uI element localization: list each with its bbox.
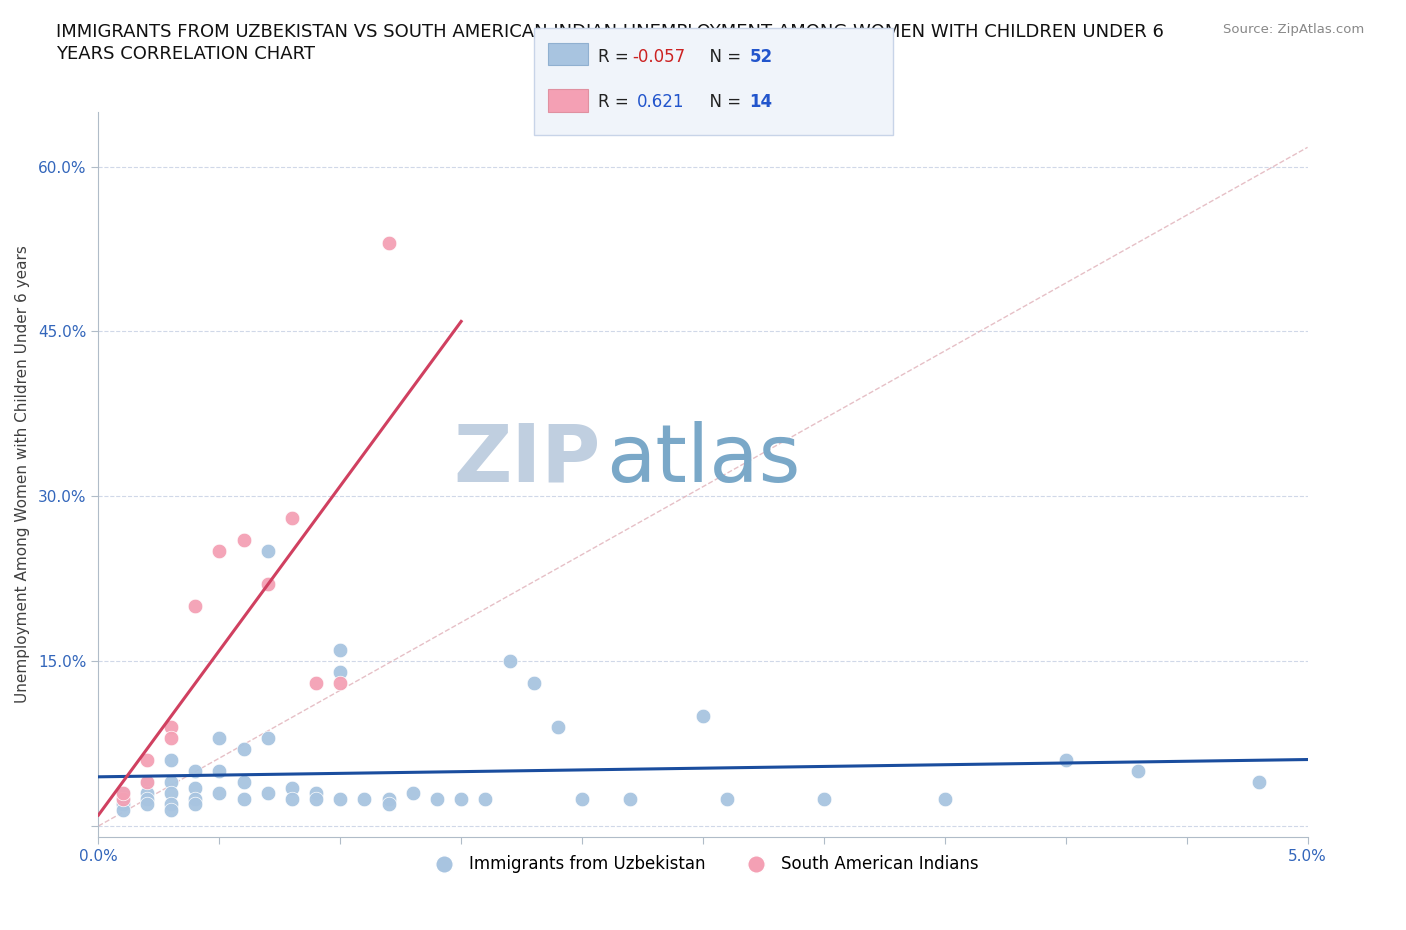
Point bbox=[160, 731, 183, 746]
Point bbox=[523, 676, 546, 691]
Point bbox=[111, 786, 134, 801]
Point bbox=[474, 791, 496, 806]
Point bbox=[450, 791, 472, 806]
Point bbox=[160, 802, 183, 817]
Text: -0.057: -0.057 bbox=[633, 48, 686, 66]
Point bbox=[184, 764, 207, 778]
Point bbox=[305, 676, 328, 691]
Point bbox=[111, 797, 134, 812]
Point bbox=[571, 791, 593, 806]
Point bbox=[426, 791, 449, 806]
Point bbox=[135, 775, 157, 790]
Point bbox=[1128, 764, 1150, 778]
Text: R =: R = bbox=[598, 48, 634, 66]
Point bbox=[813, 791, 835, 806]
Point bbox=[208, 764, 231, 778]
Point bbox=[305, 791, 328, 806]
Point bbox=[111, 791, 134, 806]
Point bbox=[135, 797, 157, 812]
Point bbox=[498, 654, 520, 669]
Point bbox=[208, 786, 231, 801]
Text: 0.621: 0.621 bbox=[637, 93, 685, 111]
Text: YEARS CORRELATION CHART: YEARS CORRELATION CHART bbox=[56, 45, 315, 62]
Point bbox=[135, 791, 157, 806]
Point bbox=[232, 791, 254, 806]
Point bbox=[160, 752, 183, 767]
Text: Source: ZipAtlas.com: Source: ZipAtlas.com bbox=[1223, 23, 1364, 36]
Point bbox=[1249, 775, 1271, 790]
Point bbox=[135, 786, 157, 801]
Point bbox=[329, 676, 352, 691]
Point bbox=[377, 797, 399, 812]
Point bbox=[232, 533, 254, 548]
Point bbox=[256, 786, 278, 801]
Point bbox=[160, 775, 183, 790]
Y-axis label: Unemployment Among Women with Children Under 6 years: Unemployment Among Women with Children U… bbox=[15, 246, 30, 703]
Point bbox=[208, 544, 231, 559]
Point bbox=[329, 791, 352, 806]
Point bbox=[377, 236, 399, 251]
Point bbox=[256, 731, 278, 746]
Point bbox=[111, 791, 134, 806]
Point bbox=[232, 741, 254, 756]
Text: N =: N = bbox=[699, 93, 747, 111]
Point bbox=[160, 797, 183, 812]
Point bbox=[353, 791, 375, 806]
Text: R =: R = bbox=[598, 93, 638, 111]
Point bbox=[184, 599, 207, 614]
Point bbox=[619, 791, 641, 806]
Point bbox=[256, 544, 278, 559]
Text: 14: 14 bbox=[749, 93, 772, 111]
Text: N =: N = bbox=[699, 48, 747, 66]
Point bbox=[111, 802, 134, 817]
Text: IMMIGRANTS FROM UZBEKISTAN VS SOUTH AMERICAN INDIAN UNEMPLOYMENT AMONG WOMEN WIT: IMMIGRANTS FROM UZBEKISTAN VS SOUTH AMER… bbox=[56, 23, 1164, 41]
Point bbox=[402, 786, 425, 801]
Text: ZIP: ZIP bbox=[453, 420, 600, 498]
Point bbox=[547, 720, 569, 735]
Point bbox=[329, 643, 352, 658]
Point bbox=[111, 786, 134, 801]
Point bbox=[184, 797, 207, 812]
Point bbox=[329, 665, 352, 680]
Point bbox=[160, 786, 183, 801]
Point bbox=[281, 791, 304, 806]
Point bbox=[934, 791, 956, 806]
Legend: Immigrants from Uzbekistan, South American Indians: Immigrants from Uzbekistan, South Americ… bbox=[420, 848, 986, 880]
Point bbox=[377, 791, 399, 806]
Point bbox=[692, 709, 714, 724]
Point bbox=[716, 791, 738, 806]
Point bbox=[135, 752, 157, 767]
Point bbox=[184, 791, 207, 806]
Text: 52: 52 bbox=[749, 48, 772, 66]
Point bbox=[184, 780, 207, 795]
Point bbox=[1054, 752, 1077, 767]
Point bbox=[135, 775, 157, 790]
Point bbox=[232, 775, 254, 790]
Text: atlas: atlas bbox=[606, 420, 800, 498]
Point bbox=[281, 511, 304, 525]
Point bbox=[208, 731, 231, 746]
Point bbox=[256, 577, 278, 591]
Point bbox=[281, 780, 304, 795]
Point bbox=[305, 786, 328, 801]
Point bbox=[160, 720, 183, 735]
